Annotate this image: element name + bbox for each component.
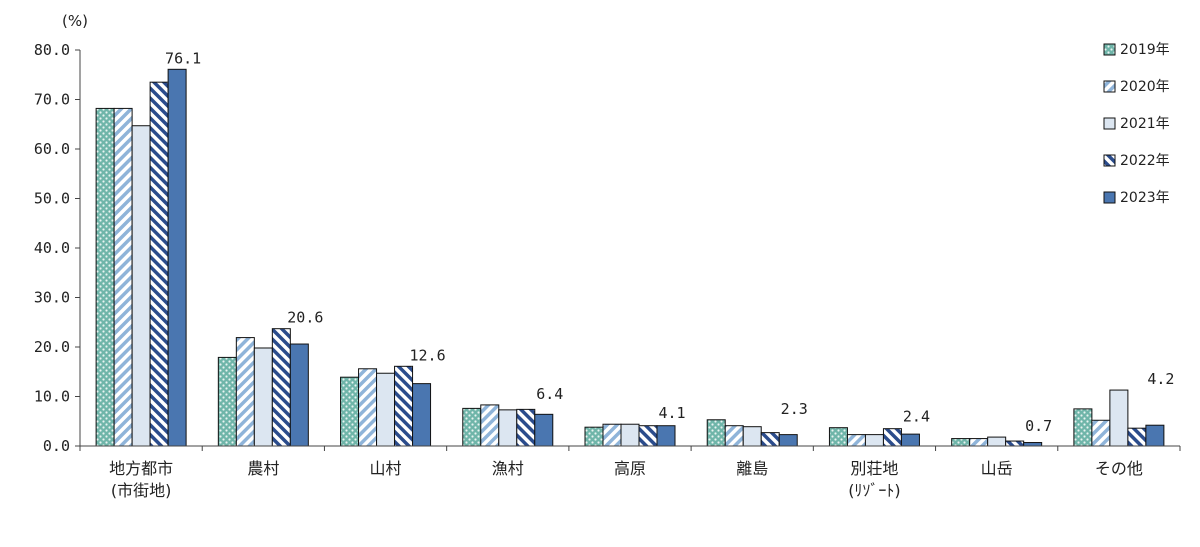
bar-2020年 xyxy=(969,438,989,447)
bar-2023年 xyxy=(534,413,554,447)
y-tick-label: 20.0 xyxy=(34,338,70,356)
data-label: 2.4 xyxy=(903,408,930,426)
bar-2022年 xyxy=(1127,427,1147,447)
bar-2023年 xyxy=(1023,442,1043,447)
legend-label: 2022年 xyxy=(1120,153,1170,169)
x-category-label: (市街地) xyxy=(111,481,172,500)
bar-2019年 xyxy=(584,426,604,447)
legend-swatch xyxy=(1103,154,1116,167)
data-label: 76.1 xyxy=(165,49,201,67)
bar-2021年 xyxy=(498,409,518,447)
x-category-label: 離島 xyxy=(736,459,768,478)
unit-label: (%) xyxy=(62,12,88,30)
bar-2019年 xyxy=(1073,408,1093,447)
legend-label: 2023年 xyxy=(1120,190,1170,206)
data-label: 6.4 xyxy=(536,385,563,403)
bar-2022年 xyxy=(271,328,291,447)
y-tick-label: 40.0 xyxy=(34,239,70,257)
data-label: 4.1 xyxy=(658,404,685,422)
x-category-label: その他 xyxy=(1095,459,1143,478)
legend-label: 2019年 xyxy=(1120,42,1170,58)
bar-2021年 xyxy=(253,347,273,447)
bar-2022年 xyxy=(394,365,414,447)
bar-2021年 xyxy=(864,434,884,447)
x-category-label: 山村 xyxy=(370,459,402,478)
bar-2021年 xyxy=(742,426,762,447)
y-tick-label: 50.0 xyxy=(34,190,70,208)
x-category-label: 山岳 xyxy=(981,459,1013,478)
legend-label: 2021年 xyxy=(1120,116,1170,132)
bar-2022年 xyxy=(516,408,536,447)
legend: 2019年 2020年 2021年 2022年 2023年 xyxy=(1103,42,1170,206)
bar-2022年 xyxy=(638,425,658,447)
bar-2019年 xyxy=(828,427,848,447)
y-tick-label: 70.0 xyxy=(34,91,70,109)
bar-2023年 xyxy=(412,383,432,447)
x-category-label: 漁村 xyxy=(492,459,524,478)
bar-2019年 xyxy=(95,107,115,447)
bars xyxy=(95,68,1165,447)
bar-2021年 xyxy=(620,423,640,447)
x-axis: 地方都市 (市街地) 農村 山村 漁村 高原 離島 別荘地 (ﾘｿﾞｰﾄ) 山岳 その他 xyxy=(79,445,1181,500)
bar-2023年 xyxy=(900,433,920,447)
bar-2021年 xyxy=(987,436,1007,447)
bar-2020年 xyxy=(846,434,866,447)
legend-label: 2020年 xyxy=(1120,79,1170,95)
bar-2019年 xyxy=(951,438,971,447)
x-category-label: 農村 xyxy=(247,459,279,478)
data-label: 2.3 xyxy=(781,400,808,418)
bar-2023年 xyxy=(289,343,309,447)
legend-swatch xyxy=(1103,43,1116,56)
bar-2020年 xyxy=(724,425,744,447)
bar-2020年 xyxy=(480,404,500,447)
bar-2022年 xyxy=(1005,440,1025,447)
x-category-label: 高原 xyxy=(614,459,646,478)
bar-2023年 xyxy=(167,68,187,447)
y-tick-label: 80.0 xyxy=(34,41,70,59)
x-category-label: 別荘地 xyxy=(850,459,898,478)
bar-2022年 xyxy=(760,432,780,447)
bar-2023年 xyxy=(1145,424,1165,447)
bar-2022年 xyxy=(149,81,169,447)
bar-2021年 xyxy=(1109,389,1129,447)
data-label: 0.7 xyxy=(1025,417,1052,435)
bar-2022年 xyxy=(882,428,902,447)
legend-swatch xyxy=(1103,80,1116,93)
bar-2021年 xyxy=(131,125,151,447)
bar-2023年 xyxy=(778,434,798,447)
y-tick-label: 10.0 xyxy=(34,388,70,406)
legend-swatch xyxy=(1103,191,1116,204)
data-label: 12.6 xyxy=(409,346,445,364)
data-label: 20.6 xyxy=(287,309,323,327)
bar-2020年 xyxy=(602,423,622,447)
y-tick-label: 60.0 xyxy=(34,140,70,158)
bar-2023年 xyxy=(656,425,676,447)
y-tick-label: 0.0 xyxy=(43,437,70,455)
y-tick-label: 30.0 xyxy=(34,289,70,307)
bar-2019年 xyxy=(706,419,726,447)
bar-2020年 xyxy=(113,107,133,447)
data-labels: 76.1 20.6 12.6 6.4 4.1 2.3 2.4 0.7 4.2 xyxy=(165,49,1174,435)
y-axis: 0.0 10.0 20.0 30.0 40.0 50.0 60.0 70.0 80.0 xyxy=(34,41,81,455)
bar-2019年 xyxy=(217,356,237,447)
bar-2021年 xyxy=(376,372,396,447)
x-category-label: 地方都市 xyxy=(109,459,173,478)
bar-2020年 xyxy=(358,368,378,447)
bar-2019年 xyxy=(340,376,360,447)
data-label: 4.2 xyxy=(1147,370,1174,388)
bar-2020年 xyxy=(235,337,255,447)
bar-2019年 xyxy=(462,407,482,447)
x-category-label: (ﾘｿﾞｰﾄ) xyxy=(848,481,901,500)
bar-2020年 xyxy=(1091,419,1111,447)
legend-swatch xyxy=(1103,117,1116,130)
